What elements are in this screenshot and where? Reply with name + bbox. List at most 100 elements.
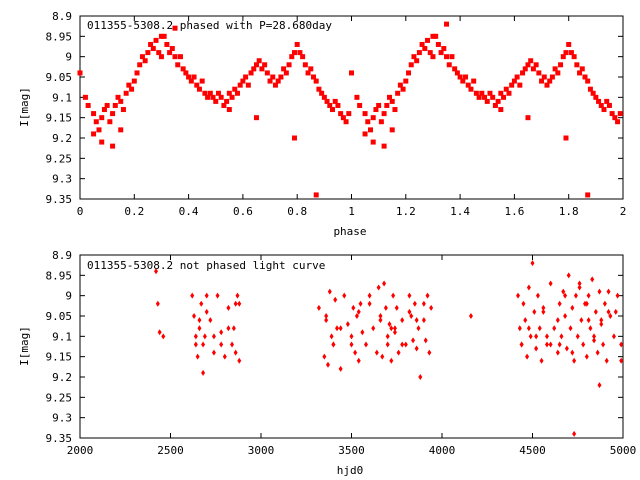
y-tick-label: 9.05 xyxy=(46,71,73,84)
data-point xyxy=(118,98,124,104)
data-point xyxy=(93,119,99,125)
data-point xyxy=(204,292,209,299)
data-point xyxy=(490,94,496,100)
data-point xyxy=(425,292,430,299)
data-point xyxy=(416,50,422,56)
data-point xyxy=(289,54,295,60)
data-point xyxy=(172,54,178,60)
data-point xyxy=(601,341,606,348)
data-point xyxy=(517,325,522,332)
data-point xyxy=(552,66,558,72)
data-point xyxy=(560,54,566,60)
data-point xyxy=(430,33,436,39)
data-point xyxy=(354,94,360,100)
data-point xyxy=(409,313,414,319)
data-point xyxy=(224,98,230,104)
data-point xyxy=(338,325,343,332)
data-point xyxy=(392,107,398,113)
y-tick-label: 9.05 xyxy=(46,310,73,323)
data-point xyxy=(142,58,148,64)
x-tick-label: 2 xyxy=(620,205,627,218)
data-point xyxy=(444,21,450,27)
data-point xyxy=(533,62,539,68)
data-point xyxy=(427,50,433,56)
data-point xyxy=(331,341,336,348)
y-tick-label: 8.9 xyxy=(52,249,72,262)
data-point xyxy=(482,94,488,100)
data-point xyxy=(596,98,602,104)
data-point xyxy=(400,317,405,324)
data-point xyxy=(367,300,372,307)
data-point xyxy=(120,107,126,113)
y-tick-label: 9.25 xyxy=(46,391,73,404)
data-point xyxy=(573,292,578,299)
y-tick-label: 9.3 xyxy=(52,412,72,425)
data-point xyxy=(575,333,580,340)
data-point xyxy=(354,313,359,319)
x-tick-label: 3000 xyxy=(248,444,275,457)
data-point xyxy=(378,313,383,319)
data-point xyxy=(232,86,238,92)
data-point xyxy=(99,139,105,145)
data-point xyxy=(525,62,531,68)
data-point xyxy=(129,86,135,92)
data-point xyxy=(251,66,257,72)
data-point xyxy=(373,107,379,113)
data-point xyxy=(161,333,166,340)
data-point xyxy=(558,62,564,68)
data-point xyxy=(597,382,602,389)
data-point xyxy=(526,325,531,332)
data-point xyxy=(215,90,221,96)
data-point xyxy=(446,62,452,68)
data-point xyxy=(321,94,327,100)
data-point xyxy=(363,341,368,348)
unphased-light-curve-chart: 011355-5308.2 not phased light curve hjd… xyxy=(18,249,636,477)
data-point xyxy=(521,300,526,307)
data-point xyxy=(602,300,607,307)
data-point xyxy=(534,345,539,352)
data-point xyxy=(557,300,562,307)
data-point xyxy=(444,54,450,60)
phased-light-curve-chart: 011355-5308.2 phased with P=28.680day ph… xyxy=(18,10,626,238)
data-point xyxy=(465,82,471,88)
data-point xyxy=(566,41,572,47)
data-point xyxy=(492,102,498,108)
data-point xyxy=(389,127,395,133)
data-point xyxy=(566,272,571,279)
data-point xyxy=(333,296,338,303)
data-point xyxy=(608,313,613,319)
data-point xyxy=(248,70,254,76)
data-point xyxy=(332,98,338,104)
data-point xyxy=(547,78,553,84)
data-point xyxy=(237,357,242,364)
data-point xyxy=(195,353,200,360)
data-point xyxy=(380,353,385,360)
data-point xyxy=(397,82,403,88)
data-point xyxy=(561,288,566,295)
data-point xyxy=(570,349,575,356)
data-point xyxy=(471,78,477,84)
data-point xyxy=(411,54,417,60)
data-point xyxy=(568,50,574,56)
y-tick-label: 9.2 xyxy=(52,132,72,145)
data-point xyxy=(145,50,151,56)
data-point xyxy=(563,50,569,56)
data-point xyxy=(532,308,537,315)
data-point xyxy=(539,78,545,84)
data-point xyxy=(237,300,242,307)
data-point xyxy=(346,111,352,117)
data-point xyxy=(516,292,521,299)
data-point xyxy=(438,50,444,56)
data-point xyxy=(365,119,371,125)
data-point xyxy=(191,74,197,80)
data-point xyxy=(617,111,623,117)
data-point xyxy=(201,341,206,348)
data-point xyxy=(586,317,591,324)
phased-chart-xlabel: phase xyxy=(333,225,366,238)
data-point xyxy=(577,284,582,291)
data-point xyxy=(427,349,432,356)
data-point xyxy=(590,90,596,96)
data-point xyxy=(613,308,618,315)
data-point xyxy=(131,78,137,84)
data-point xyxy=(112,102,118,108)
